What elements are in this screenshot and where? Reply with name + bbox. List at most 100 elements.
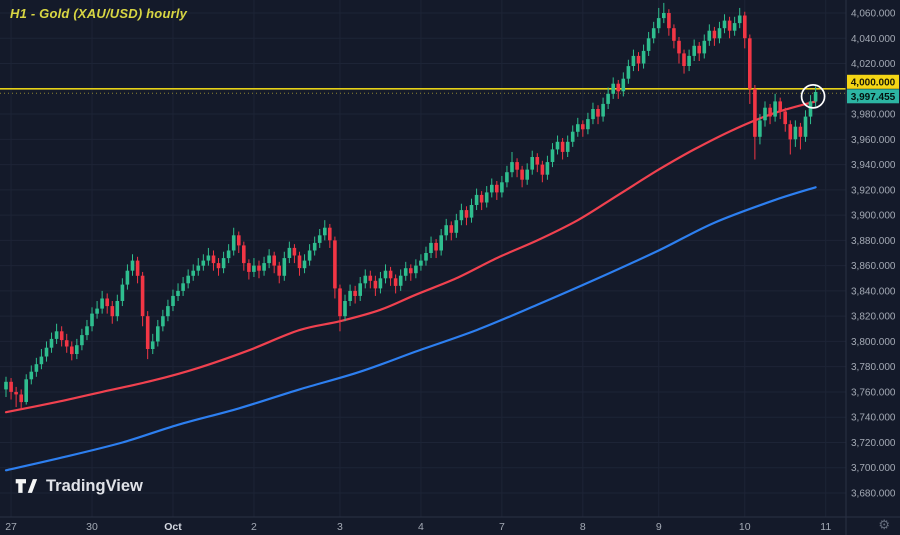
candle-body bbox=[510, 162, 514, 173]
candle-body bbox=[100, 298, 104, 309]
price-tick-label: 3,840.000 bbox=[851, 286, 896, 297]
candle-body bbox=[454, 220, 459, 233]
red-ma-line[interactable] bbox=[4, 100, 817, 414]
price-axis[interactable]: 4,060.000 4,040.000 4,020.000 3,980.000 3,96… bbox=[851, 9, 896, 500]
price-tick-label: 3,760.000 bbox=[851, 387, 896, 398]
time-axis-panel[interactable] bbox=[0, 517, 846, 535]
candle-body bbox=[697, 45, 701, 54]
candle-body bbox=[505, 172, 509, 183]
candle-body bbox=[535, 157, 540, 165]
candle-body bbox=[459, 210, 464, 221]
last-price-badge[interactable]: 3,997.455 bbox=[847, 89, 899, 104]
candle-body bbox=[591, 109, 595, 120]
candle-body bbox=[267, 255, 271, 264]
candle-body bbox=[44, 347, 49, 357]
candle-body bbox=[353, 290, 357, 296]
candle-body bbox=[252, 265, 256, 272]
candle-body bbox=[120, 284, 125, 301]
candle-body bbox=[732, 23, 737, 31]
candle-body bbox=[484, 192, 489, 203]
price-tick-label: 3,700.000 bbox=[851, 463, 896, 474]
candle-body bbox=[712, 30, 717, 39]
yellow-level-badge[interactable]: 4,000.000 bbox=[847, 74, 899, 89]
candle-body bbox=[753, 88, 757, 137]
candle-body bbox=[409, 268, 413, 274]
candle-body bbox=[59, 331, 64, 341]
time-tick-label: 7 bbox=[499, 521, 505, 533]
price-tick-label: 3,740.000 bbox=[851, 413, 896, 424]
candle-body bbox=[272, 255, 276, 266]
candle-body bbox=[105, 298, 109, 307]
candle-body bbox=[500, 182, 504, 193]
candle-body bbox=[540, 164, 545, 175]
time-tick-label: 8 bbox=[580, 521, 586, 533]
candle-body bbox=[748, 38, 752, 89]
price-axis-panel[interactable] bbox=[846, 0, 900, 535]
candle-body bbox=[338, 288, 342, 317]
candle-body bbox=[555, 141, 560, 150]
candle-body bbox=[292, 247, 297, 256]
candle-body bbox=[560, 141, 565, 152]
candle-body bbox=[682, 53, 686, 66]
axis-settings-gear-icon[interactable]: ⚙ bbox=[878, 517, 890, 532]
candle-body bbox=[515, 162, 519, 170]
candle-body bbox=[70, 346, 74, 355]
candle-body bbox=[307, 250, 312, 261]
candle-body bbox=[221, 258, 226, 269]
candles-layer[interactable] bbox=[4, 2, 818, 410]
candle-body bbox=[788, 124, 793, 140]
candle-body bbox=[778, 101, 782, 112]
time-tick-label: 4 bbox=[418, 521, 424, 533]
price-tick-label: 3,720.000 bbox=[851, 438, 896, 449]
candle-body bbox=[586, 119, 590, 130]
candle-body bbox=[403, 268, 408, 276]
price-tick-label: 4,040.000 bbox=[851, 34, 896, 45]
candle-body bbox=[373, 280, 378, 289]
candle-body bbox=[201, 260, 206, 266]
moving-averages-layer bbox=[4, 100, 817, 472]
price-tick-label: 4,020.000 bbox=[851, 59, 896, 70]
tradingview-watermark[interactable]: TradingView bbox=[14, 476, 143, 496]
candle-body bbox=[702, 40, 707, 54]
candle-body bbox=[550, 149, 555, 162]
time-axis[interactable]: 27 30 Oct 2 3 4 7 8 9 10 11 bbox=[5, 521, 831, 533]
candle-body bbox=[211, 255, 216, 264]
time-tick-label: 2 bbox=[251, 521, 257, 533]
price-tick-label: 3,900.000 bbox=[851, 211, 896, 222]
candle-body bbox=[161, 316, 165, 327]
yellow-badge-label: 4,000.000 bbox=[851, 77, 896, 88]
price-tick-label: 3,940.000 bbox=[851, 160, 896, 171]
candle-body bbox=[206, 255, 211, 261]
candle-body bbox=[333, 240, 337, 289]
candle-body bbox=[424, 253, 428, 261]
blue-ma-line[interactable] bbox=[4, 186, 817, 472]
candle-body bbox=[636, 55, 641, 64]
candle-body bbox=[621, 78, 626, 92]
candle-body bbox=[29, 371, 34, 380]
price-tick-label: 3,980.000 bbox=[851, 110, 896, 121]
price-tick-label: 3,880.000 bbox=[851, 236, 896, 247]
candle-body bbox=[763, 107, 767, 121]
candle-body bbox=[565, 141, 570, 152]
candle-body bbox=[237, 235, 241, 246]
candle-body bbox=[727, 20, 732, 31]
yellow-badge-bg bbox=[847, 74, 899, 89]
candle-body bbox=[231, 235, 236, 251]
candle-body bbox=[783, 111, 787, 125]
candle-body bbox=[297, 255, 302, 269]
highlight-circle-annotation[interactable] bbox=[800, 84, 826, 109]
candle-body bbox=[439, 235, 443, 251]
candle-body bbox=[803, 116, 808, 137]
candle-body bbox=[611, 83, 615, 94]
candle-body bbox=[130, 260, 135, 271]
candle-body bbox=[257, 265, 261, 271]
time-tick-label: 10 bbox=[739, 521, 751, 533]
candle-body bbox=[570, 131, 575, 142]
candle-body bbox=[798, 126, 803, 137]
candle-body bbox=[49, 338, 54, 348]
candle-body bbox=[135, 260, 140, 276]
candle-body bbox=[110, 306, 115, 317]
price-levels-layer bbox=[0, 87, 846, 94]
candle-body bbox=[737, 15, 742, 24]
